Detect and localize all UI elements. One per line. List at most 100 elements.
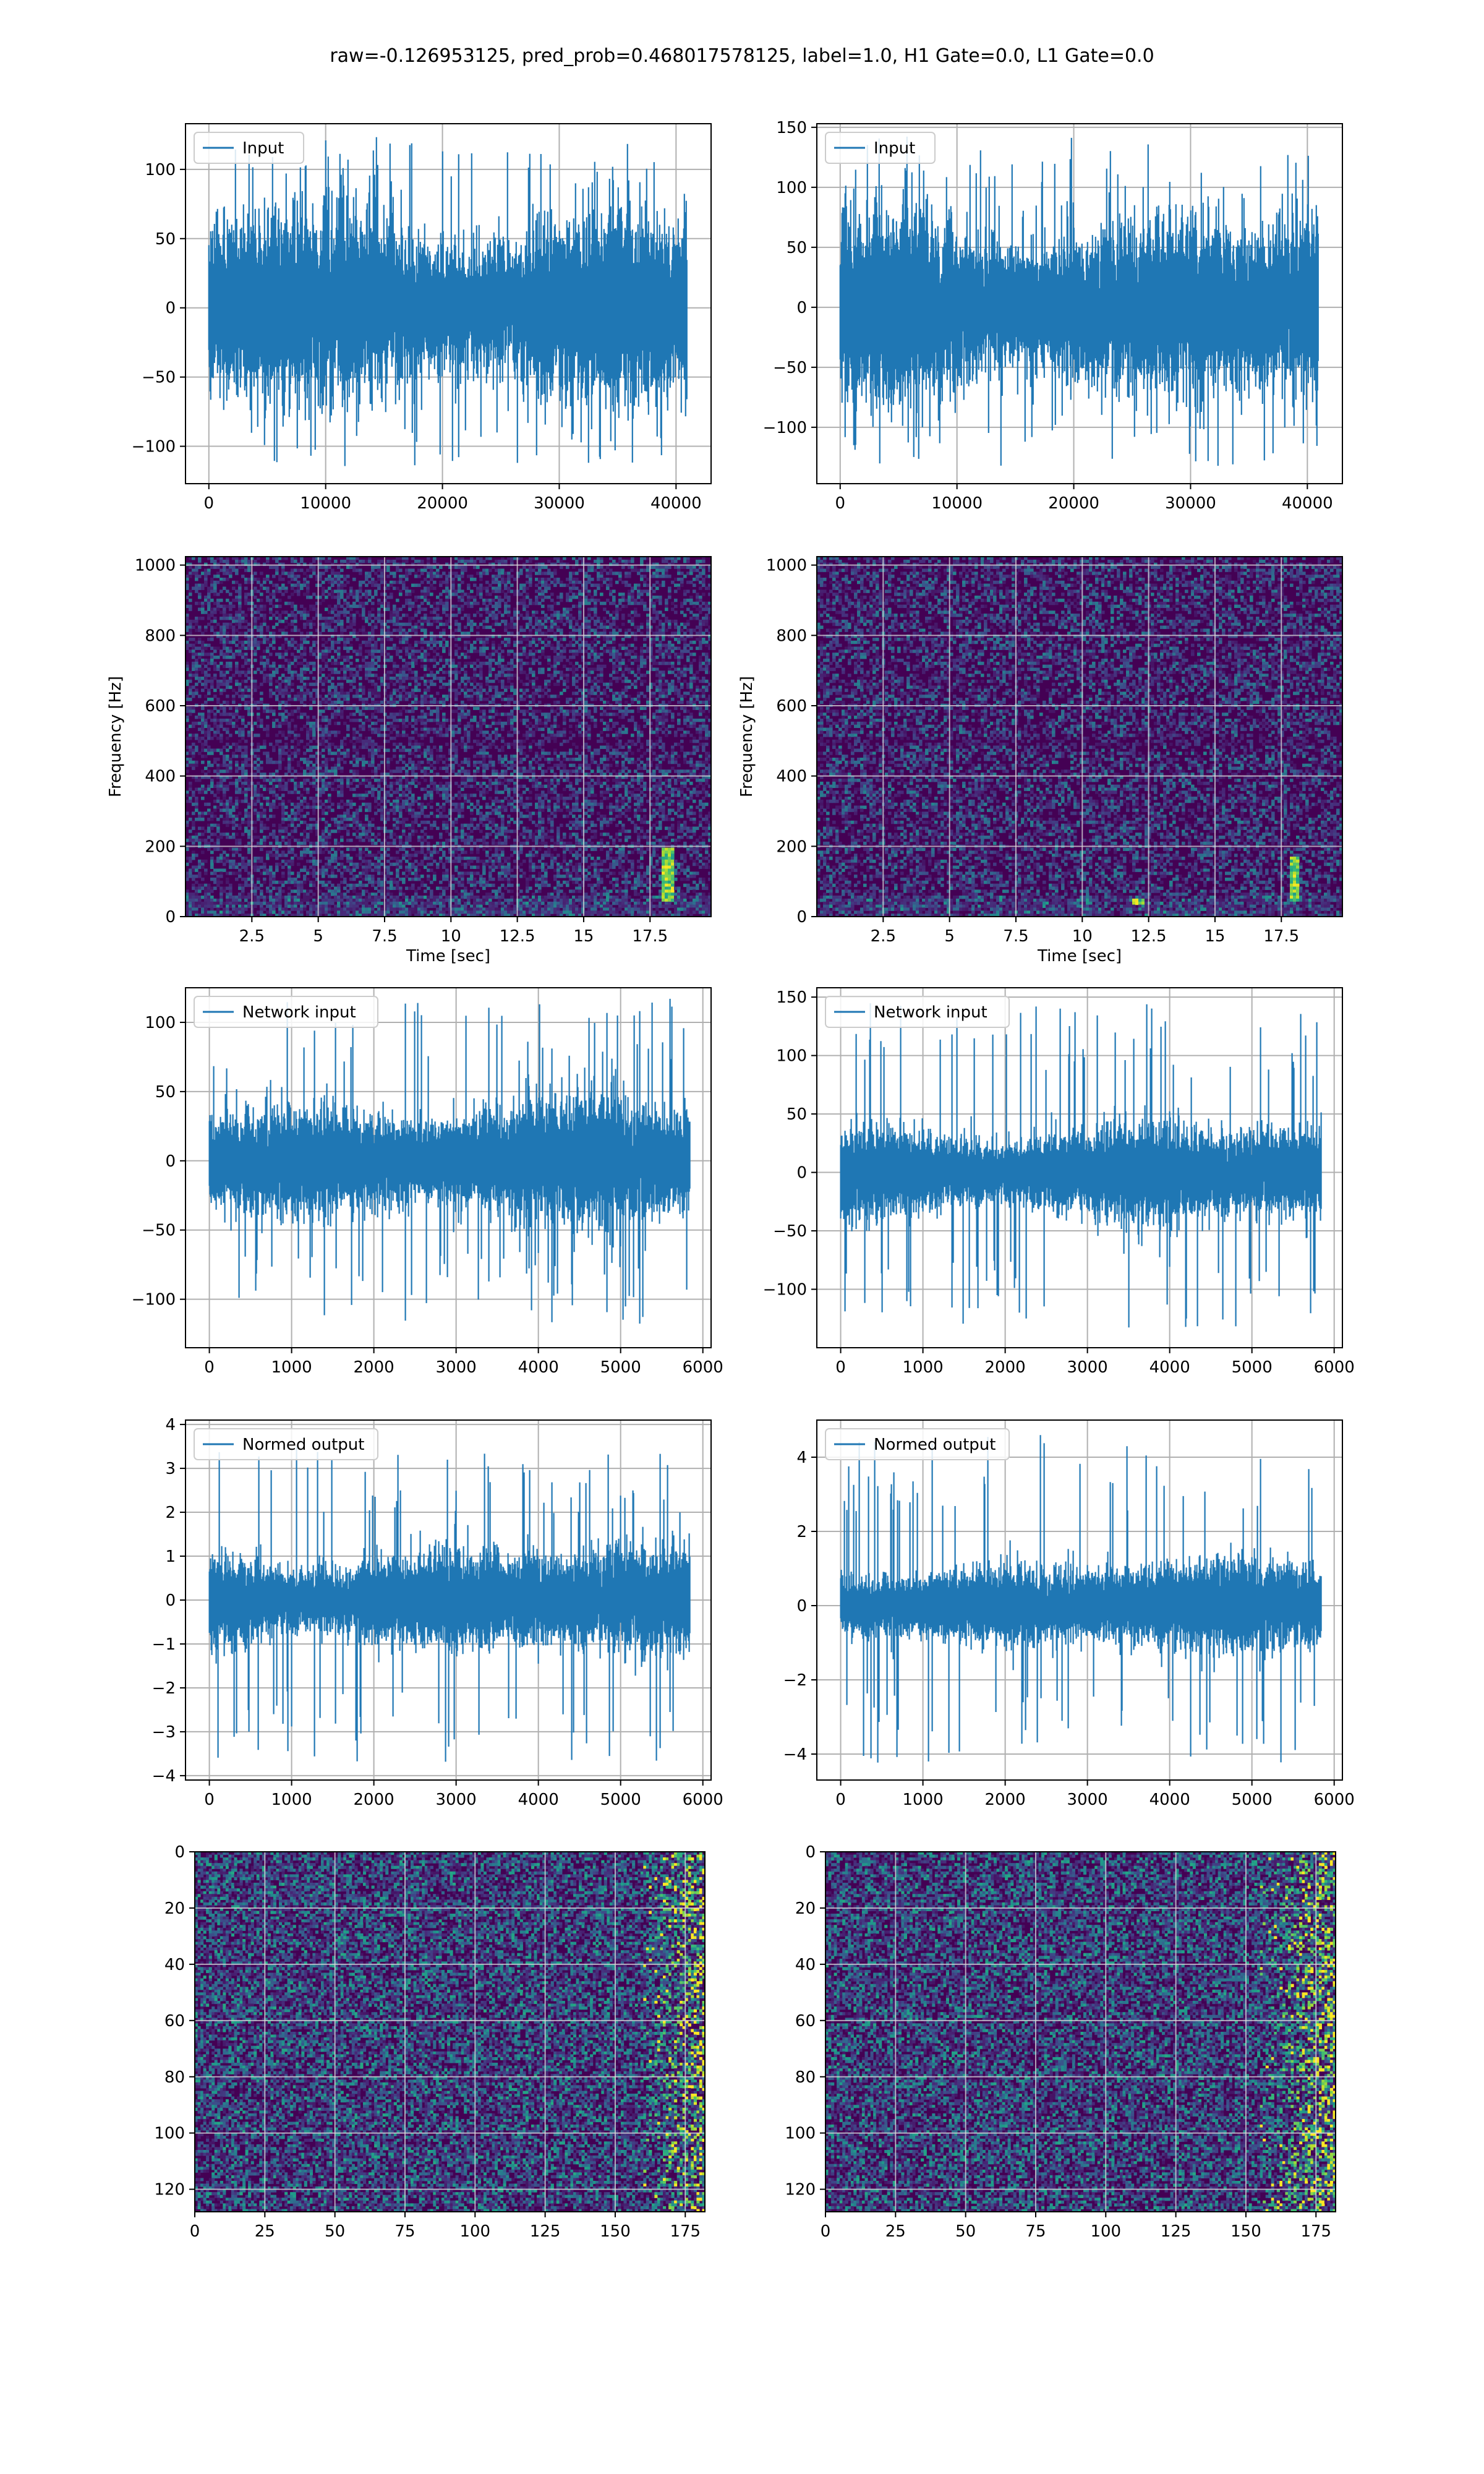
heatmap-cell <box>189 746 192 749</box>
heatmap-cell <box>232 674 236 677</box>
heatmap-cell <box>272 881 276 884</box>
heatmap-cell <box>260 656 263 659</box>
heatmap-cell <box>278 899 282 902</box>
heatmap-cell <box>229 767 232 770</box>
heatmap-cell <box>300 884 304 887</box>
heatmap-cell <box>238 811 242 815</box>
heatmap-cell <box>275 769 279 773</box>
heatmap-cell <box>216 782 220 785</box>
heatmap-cell <box>297 764 301 767</box>
heatmap-cell <box>266 665 270 668</box>
heatmap-cell <box>269 808 273 811</box>
heatmap-cell <box>238 910 242 914</box>
heatmap-cell <box>281 713 285 716</box>
heatmap-cell <box>210 626 214 629</box>
heatmap-cell <box>269 691 273 695</box>
heatmap-cell <box>297 695 301 698</box>
heatmap-cell <box>257 641 260 644</box>
heatmap-cell <box>247 709 251 713</box>
heatmap-cell <box>275 587 279 590</box>
heatmap-cell <box>266 589 270 593</box>
heatmap-cell <box>263 617 267 620</box>
heatmap-cell <box>260 746 263 749</box>
heatmap-cell <box>297 803 301 806</box>
heatmap-cell <box>297 581 301 584</box>
heatmap-cell <box>226 764 229 767</box>
heatmap-cell <box>235 725 239 728</box>
heatmap-cell <box>238 887 242 890</box>
heatmap-cell <box>294 584 297 587</box>
heatmap-cell <box>266 730 270 734</box>
heatmap-cell <box>229 656 232 659</box>
heatmap-cell <box>232 871 236 875</box>
heatmap-cell <box>223 605 226 608</box>
heatmap-cell <box>229 782 232 785</box>
heatmap-cell <box>284 691 288 695</box>
heatmap-cell <box>278 746 282 749</box>
heatmap-cell <box>204 701 208 704</box>
heatmap-cell <box>260 691 263 695</box>
heatmap-cell <box>223 680 226 683</box>
heatmap-cell <box>294 829 297 833</box>
heatmap-cell <box>207 725 211 728</box>
heatmap-cell <box>195 647 198 650</box>
heatmap-cell <box>247 701 251 704</box>
heatmap-cell <box>223 617 226 620</box>
heatmap-cell <box>223 709 226 713</box>
x-tick-label: 40000 <box>650 494 702 513</box>
heatmap-cell <box>300 668 304 671</box>
heatmap-cell <box>232 860 236 863</box>
heatmap-cell <box>266 871 270 875</box>
heatmap-cell <box>284 782 288 785</box>
heatmap-cell <box>220 910 223 914</box>
heatmap-cell <box>195 641 198 644</box>
heatmap-cell <box>294 811 297 815</box>
heatmap-cell <box>213 688 217 691</box>
heatmap-cell <box>213 725 217 728</box>
heatmap-cell <box>198 617 202 620</box>
heatmap-cell <box>294 614 297 617</box>
heatmap-cell <box>278 803 282 806</box>
heatmap-cell <box>291 662 294 665</box>
heatmap-cell <box>189 686 192 689</box>
heatmap-cell <box>244 695 248 698</box>
heatmap-cell <box>303 854 307 857</box>
heatmap-cell <box>257 767 260 770</box>
heatmap-cell <box>198 722 202 725</box>
legend-label: Input <box>242 139 284 158</box>
heatmap-cell <box>232 688 236 691</box>
heatmap-cell <box>195 575 198 578</box>
heatmap-cell <box>226 803 229 806</box>
heatmap-cell <box>220 691 223 695</box>
heatmap-cell <box>297 863 301 866</box>
heatmap-cell <box>300 653 304 656</box>
heatmap-cell <box>297 808 301 811</box>
heatmap-cell <box>260 626 263 629</box>
heatmap-cell <box>192 626 195 629</box>
heatmap-cell <box>216 683 220 686</box>
heatmap-cell <box>284 751 288 755</box>
heatmap-cell <box>300 905 304 908</box>
heatmap-cell <box>269 850 273 854</box>
heatmap-cell <box>213 674 217 677</box>
heatmap-cell <box>201 707 205 710</box>
heatmap-cell <box>198 665 202 668</box>
y-tick-label: −100 <box>763 419 807 437</box>
heatmap-cell <box>235 713 239 716</box>
heatmap-cell <box>213 815 217 818</box>
heatmap-cell <box>303 638 307 641</box>
heatmap-cell <box>247 779 251 782</box>
heatmap-cell <box>201 641 205 644</box>
heatmap-cell <box>216 829 220 833</box>
heatmap-cell <box>300 662 304 665</box>
heatmap-cell <box>220 881 223 884</box>
heatmap-cell <box>278 782 282 785</box>
heatmap-cell <box>235 683 239 686</box>
heatmap-cell <box>229 593 232 596</box>
heatmap-cell <box>226 860 229 863</box>
heatmap-cell <box>260 605 263 608</box>
heatmap-cell <box>241 755 245 758</box>
heatmap-cell <box>244 764 248 767</box>
heatmap-cell <box>216 884 220 887</box>
heatmap-cell <box>204 767 208 770</box>
